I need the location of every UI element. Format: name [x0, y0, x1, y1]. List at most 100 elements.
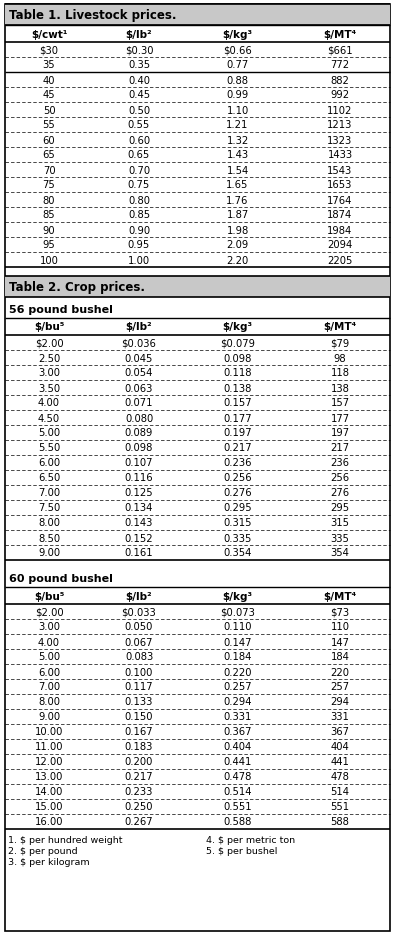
Text: $661: $661 — [327, 46, 353, 55]
Text: $30: $30 — [40, 46, 58, 55]
Text: 0.90: 0.90 — [128, 226, 150, 235]
Text: 354: 354 — [331, 548, 350, 558]
Text: 0.220: 0.220 — [223, 666, 252, 677]
Text: 3.00: 3.00 — [38, 368, 60, 378]
Text: 0.116: 0.116 — [125, 473, 153, 483]
Text: 177: 177 — [331, 413, 350, 423]
Text: 0.133: 0.133 — [125, 696, 153, 707]
Text: 0.88: 0.88 — [226, 76, 248, 85]
Text: 1.21: 1.21 — [226, 121, 249, 130]
Text: 0.294: 0.294 — [223, 696, 252, 707]
Text: 6.00: 6.00 — [38, 666, 60, 677]
Text: 4.00: 4.00 — [38, 398, 60, 408]
Text: 1764: 1764 — [327, 196, 353, 205]
Text: 0.098: 0.098 — [223, 353, 252, 363]
Text: 118: 118 — [331, 368, 350, 378]
Text: 0.80: 0.80 — [128, 196, 150, 205]
Text: 0.85: 0.85 — [128, 211, 150, 220]
Text: 0.183: 0.183 — [125, 741, 153, 752]
Text: 0.50: 0.50 — [128, 106, 150, 115]
Text: 50: 50 — [43, 106, 55, 115]
Text: 60 pound bushel: 60 pound bushel — [9, 574, 113, 583]
Text: 256: 256 — [331, 473, 350, 483]
Text: 9.00: 9.00 — [38, 711, 60, 722]
Text: 882: 882 — [331, 76, 350, 85]
Text: 55: 55 — [43, 121, 55, 130]
Text: 0.107: 0.107 — [125, 458, 153, 468]
Text: 2.50: 2.50 — [38, 353, 60, 363]
Text: 7.50: 7.50 — [38, 503, 60, 513]
Text: 0.35: 0.35 — [128, 61, 150, 70]
Text: 15.00: 15.00 — [35, 801, 63, 812]
Text: 772: 772 — [331, 61, 350, 70]
Text: 367: 367 — [331, 726, 350, 737]
Text: 0.354: 0.354 — [223, 548, 252, 558]
Text: 8.50: 8.50 — [38, 533, 60, 543]
Text: Table 2. Crop prices.: Table 2. Crop prices. — [9, 281, 145, 294]
Text: 0.100: 0.100 — [125, 666, 153, 677]
Text: 75: 75 — [43, 181, 55, 190]
Text: 184: 184 — [331, 651, 350, 662]
Text: 0.40: 0.40 — [128, 76, 150, 85]
Text: 7.00: 7.00 — [38, 488, 60, 498]
Text: 0.045: 0.045 — [125, 353, 153, 363]
Text: 0.55: 0.55 — [128, 121, 150, 130]
Text: 0.331: 0.331 — [223, 711, 252, 722]
Text: 0.233: 0.233 — [125, 786, 153, 797]
Text: 13.00: 13.00 — [35, 771, 63, 782]
Text: 0.118: 0.118 — [223, 368, 252, 378]
Text: $/MT⁴: $/MT⁴ — [324, 29, 357, 39]
Text: $/lb²: $/lb² — [126, 322, 152, 332]
Text: 5.00: 5.00 — [38, 428, 60, 438]
Text: 0.70: 0.70 — [128, 166, 150, 175]
Text: 45: 45 — [43, 91, 55, 100]
Text: 0.080: 0.080 — [125, 413, 153, 423]
Text: $/MT⁴: $/MT⁴ — [324, 322, 357, 332]
Text: 0.110: 0.110 — [223, 622, 252, 632]
Text: 1213: 1213 — [327, 121, 353, 130]
Text: $0.033: $0.033 — [122, 607, 156, 617]
Text: 0.315: 0.315 — [223, 518, 252, 528]
Text: 236: 236 — [331, 458, 350, 468]
Text: $79: $79 — [330, 338, 350, 348]
Text: Table 1. Livestock prices.: Table 1. Livestock prices. — [9, 9, 177, 22]
Text: 2205: 2205 — [327, 256, 353, 265]
Text: 315: 315 — [331, 518, 350, 528]
Text: 4. $ per metric ton: 4. $ per metric ton — [205, 835, 295, 844]
Text: 0.295: 0.295 — [223, 503, 252, 513]
Text: 0.071: 0.071 — [125, 398, 153, 408]
Text: 257: 257 — [331, 681, 350, 692]
Text: 1102: 1102 — [327, 106, 353, 115]
Text: 551: 551 — [331, 801, 350, 812]
Text: 0.200: 0.200 — [125, 756, 153, 767]
Text: 0.257: 0.257 — [223, 681, 252, 692]
Text: 85: 85 — [43, 211, 55, 220]
Text: 404: 404 — [331, 741, 349, 752]
Text: 157: 157 — [331, 398, 350, 408]
Text: 1.32: 1.32 — [226, 136, 248, 145]
Text: $/kg³: $/kg³ — [222, 591, 252, 601]
Text: 1.43: 1.43 — [226, 151, 248, 160]
Text: 1543: 1543 — [327, 166, 353, 175]
Text: 0.063: 0.063 — [125, 383, 153, 393]
Text: 0.134: 0.134 — [125, 503, 153, 513]
Text: 0.250: 0.250 — [125, 801, 153, 812]
Text: 1.98: 1.98 — [226, 226, 248, 235]
Text: 7.00: 7.00 — [38, 681, 60, 692]
Text: 95: 95 — [43, 241, 55, 250]
Text: 138: 138 — [331, 383, 350, 393]
Text: 0.067: 0.067 — [125, 636, 153, 647]
Text: 220: 220 — [331, 666, 350, 677]
Text: 0.098: 0.098 — [125, 443, 153, 453]
Text: 3.00: 3.00 — [38, 622, 60, 632]
Text: 6.00: 6.00 — [38, 458, 60, 468]
Text: 147: 147 — [331, 636, 350, 647]
Text: 1.87: 1.87 — [226, 211, 248, 220]
Text: 0.125: 0.125 — [125, 488, 153, 498]
Text: 0.77: 0.77 — [226, 61, 248, 70]
Text: 0.267: 0.267 — [125, 816, 153, 826]
Text: 0.217: 0.217 — [223, 443, 252, 453]
Text: 335: 335 — [331, 533, 350, 543]
Text: 0.167: 0.167 — [125, 726, 153, 737]
Text: 197: 197 — [331, 428, 350, 438]
